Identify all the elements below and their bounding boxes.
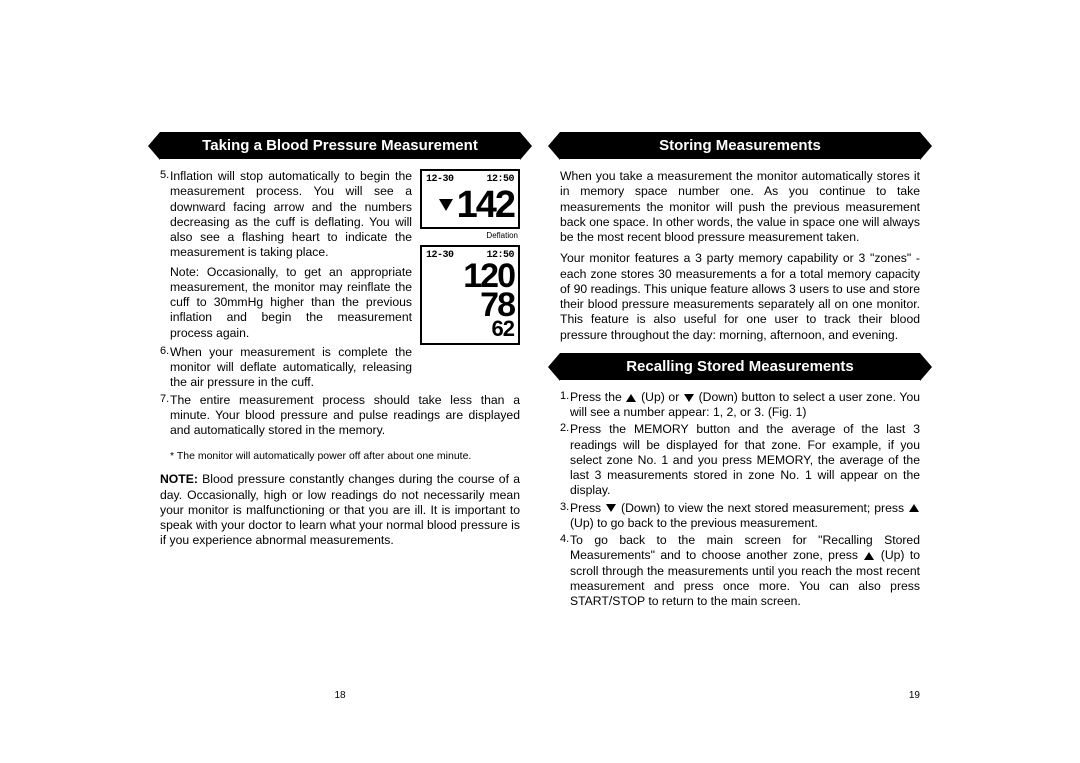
list-text: When your measurement is complete the mo…	[170, 345, 412, 391]
list-text: To go back to the main screen for "Recal…	[570, 533, 920, 609]
storing-para1: When you take a measurement the monitor …	[560, 169, 920, 245]
manual-spread: Taking a Blood Pressure Measurement 12-3…	[0, 0, 1080, 763]
t: (Up) to go back to the previous measurem…	[570, 516, 818, 530]
list-text: The entire measurement process should ta…	[170, 393, 520, 439]
down-icon	[684, 394, 694, 402]
lcd-date: 12-30	[426, 174, 454, 187]
list-text: Press the MEMORY button and the average …	[570, 422, 920, 498]
section-banner-recalling: Recalling Stored Measurements	[560, 353, 920, 380]
up-icon	[909, 504, 919, 512]
section-banner-storing: Storing Measurements	[560, 132, 920, 159]
down-icon	[606, 504, 616, 512]
list-item-4: 4. To go back to the main screen for "Re…	[560, 533, 920, 609]
list-num: 2.	[560, 422, 570, 498]
recalling-list: 1. Press the (Up) or (Down) button to se…	[560, 390, 920, 612]
list-item-1: 1. Press the (Up) or (Down) button to se…	[560, 390, 920, 421]
lcd-value: 142	[457, 187, 514, 223]
t: (Down) to view the next stored measureme…	[617, 501, 908, 515]
list-num: 3.	[560, 501, 570, 532]
left-body: 12-30 12:50 142 Deflation 12-30 12:50	[160, 169, 520, 393]
storing-para2: Your monitor features a 3 party memory c…	[560, 251, 920, 343]
lcd-pulse: 62	[426, 320, 514, 339]
t: Press the	[570, 390, 625, 404]
page-number-left: 18	[334, 690, 345, 701]
lcd-date: 12-30	[426, 250, 454, 263]
list-item-3: 3. Press (Down) to view the next stored …	[560, 501, 920, 532]
list-item-7-row: 7. The entire measurement process should…	[160, 393, 520, 441]
list-item-6: 6. When your measurement is complete the…	[160, 345, 412, 391]
up-icon	[626, 394, 636, 402]
lcd-caption: Deflation	[420, 229, 520, 245]
list-text: Inflation will stop automatically to beg…	[170, 169, 412, 261]
page-number-right: 19	[909, 690, 920, 701]
list-text: Press (Down) to view the next stored mea…	[570, 501, 920, 532]
list-num: 7.	[160, 393, 170, 439]
up-icon	[864, 552, 874, 560]
list-text: Press the (Up) or (Down) button to selec…	[570, 390, 920, 421]
note-label: NOTE:	[160, 472, 198, 486]
list-num: 6.	[160, 345, 170, 391]
note-block: NOTE: Blood pressure constantly changes …	[160, 472, 520, 548]
lcd-result: 12-30 12:50 120 78 62	[420, 245, 520, 345]
list-item-2: 2. Press the MEMORY button and the avera…	[560, 422, 920, 498]
note-text: Blood pressure constantly changes during…	[160, 472, 520, 547]
list-item-5: 5. Inflation will stop automatically to …	[160, 169, 412, 261]
list-item-7: 7. The entire measurement process should…	[160, 393, 520, 439]
page-left: Taking a Blood Pressure Measurement 12-3…	[160, 132, 520, 683]
list-num: 5.	[160, 169, 170, 261]
section-banner-left: Taking a Blood Pressure Measurement	[160, 132, 520, 159]
t: (Up) or	[637, 390, 683, 404]
deflate-arrow-icon	[439, 199, 453, 211]
list-num: 1.	[560, 390, 570, 421]
lcd-deflation: 12-30 12:50 142	[420, 169, 520, 229]
lcd-reading-stack: 120 78 62	[426, 262, 514, 338]
t: Press	[570, 501, 605, 515]
lcd-figure-group: 12-30 12:50 142 Deflation 12-30 12:50	[420, 169, 520, 345]
list-num: 4.	[560, 533, 570, 609]
page-right: Storing Measurements When you take a mea…	[560, 132, 920, 683]
lcd-reading-single: 142	[426, 187, 514, 223]
autopower-footnote: * The monitor will automatically power o…	[160, 450, 520, 462]
